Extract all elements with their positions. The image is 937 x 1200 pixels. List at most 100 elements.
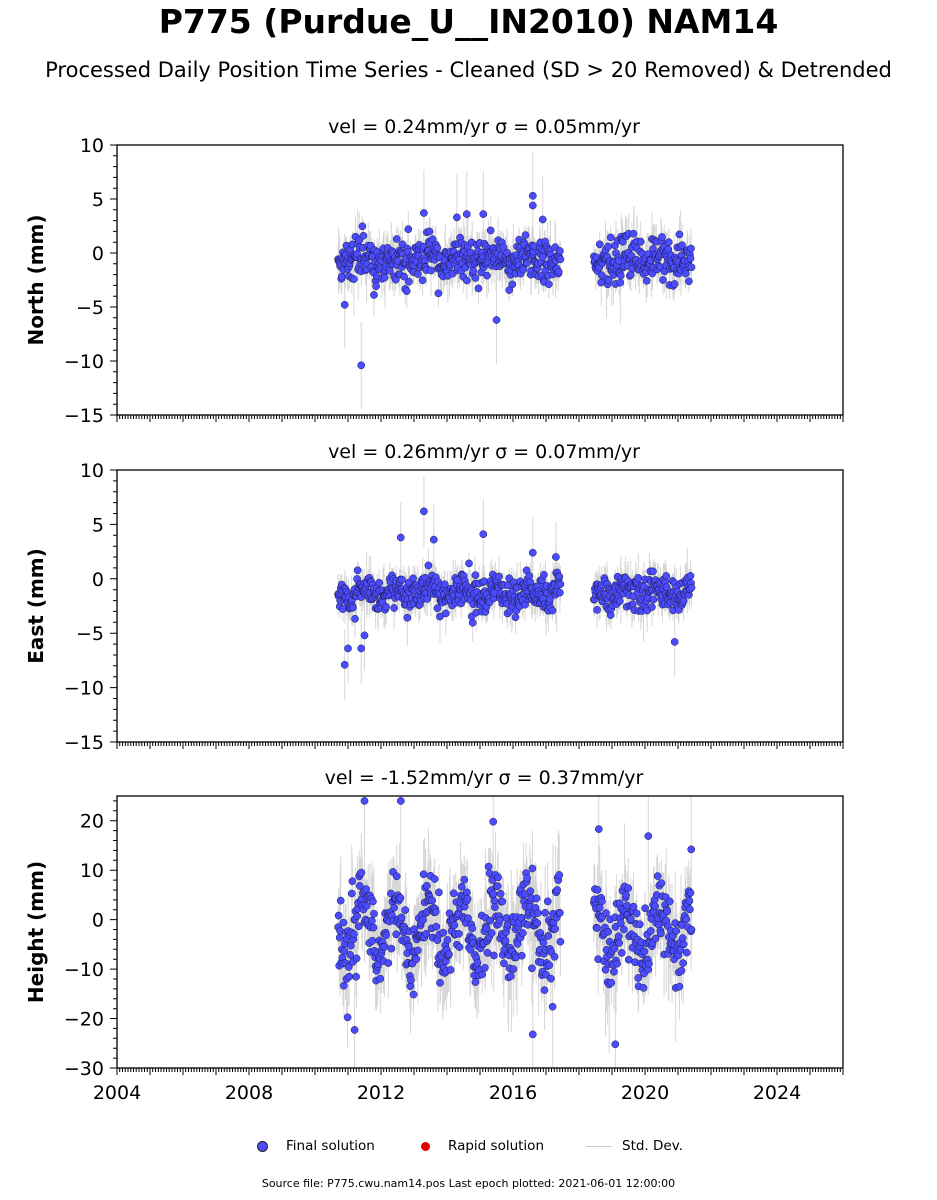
data-point bbox=[350, 930, 358, 938]
data-point bbox=[474, 284, 483, 293]
data-point bbox=[455, 943, 464, 951]
data-point bbox=[337, 272, 346, 281]
data-point bbox=[370, 909, 378, 918]
data-point bbox=[616, 278, 625, 287]
data-point bbox=[380, 273, 389, 282]
data-point bbox=[495, 572, 503, 581]
data-point bbox=[353, 566, 362, 575]
data-point bbox=[409, 574, 417, 583]
data-point bbox=[382, 603, 390, 611]
data-point bbox=[687, 845, 696, 854]
data-point bbox=[500, 959, 508, 968]
data-point bbox=[397, 913, 406, 922]
y-tick-label: 10 bbox=[80, 135, 104, 157]
data-point bbox=[405, 277, 413, 286]
data-point bbox=[413, 270, 422, 278]
data-point bbox=[649, 567, 657, 576]
data-point bbox=[635, 920, 644, 929]
y-tick-label: −10 bbox=[64, 678, 104, 700]
data-point bbox=[687, 244, 695, 253]
data-point bbox=[334, 911, 343, 920]
data-point bbox=[556, 588, 564, 597]
data-point bbox=[523, 259, 531, 267]
data-point bbox=[496, 889, 505, 898]
data-point bbox=[433, 604, 442, 613]
data-point bbox=[543, 897, 552, 906]
data-point bbox=[501, 936, 510, 945]
data-point bbox=[679, 596, 688, 605]
data-point bbox=[544, 280, 553, 289]
data-point bbox=[345, 972, 354, 981]
data-point bbox=[556, 580, 565, 589]
data-point bbox=[662, 583, 671, 591]
data-point bbox=[607, 978, 616, 987]
data-point bbox=[604, 927, 612, 936]
data-point bbox=[613, 959, 621, 968]
data-point bbox=[441, 609, 450, 618]
data-point bbox=[517, 951, 526, 960]
data-point bbox=[436, 612, 444, 621]
data-point bbox=[556, 247, 564, 255]
data-point bbox=[346, 951, 355, 959]
data-point bbox=[593, 924, 601, 932]
data-point bbox=[686, 254, 695, 263]
data-point bbox=[429, 535, 438, 544]
std-dev-bars bbox=[337, 152, 692, 409]
data-point bbox=[547, 974, 555, 983]
data-point bbox=[686, 905, 694, 914]
data-point bbox=[340, 300, 349, 309]
y-tick-label: 0 bbox=[92, 910, 104, 932]
data-points bbox=[334, 796, 696, 1068]
data-point bbox=[462, 210, 471, 218]
data-point bbox=[647, 927, 655, 935]
data-point bbox=[640, 947, 649, 956]
data-point bbox=[602, 909, 610, 917]
data-point bbox=[407, 976, 415, 985]
panel-title: vel = 0.26mm/yr σ = 0.07mm/yr bbox=[328, 441, 640, 463]
y-tick-label: −10 bbox=[64, 351, 104, 373]
data-point bbox=[532, 894, 541, 903]
data-point bbox=[629, 902, 638, 911]
data-point bbox=[659, 276, 667, 284]
data-point bbox=[548, 1002, 557, 1011]
data-point bbox=[375, 578, 384, 587]
data-point bbox=[478, 970, 487, 979]
data-point bbox=[685, 897, 694, 905]
data-point bbox=[595, 240, 604, 249]
data-point bbox=[430, 875, 439, 883]
data-point bbox=[611, 923, 620, 931]
y-axis-label: North (mm) bbox=[24, 214, 48, 345]
final-solution-marker bbox=[257, 1140, 268, 1152]
data-point bbox=[463, 888, 471, 897]
data-point bbox=[595, 903, 604, 912]
data-point bbox=[634, 573, 643, 582]
data-point bbox=[352, 954, 361, 963]
data-point bbox=[481, 963, 489, 972]
data-point bbox=[344, 963, 353, 971]
data-point bbox=[443, 936, 452, 944]
y-tick-label: 0 bbox=[92, 569, 104, 591]
data-point bbox=[555, 572, 564, 581]
data-point bbox=[498, 897, 507, 906]
data-point bbox=[401, 906, 410, 914]
y-tick-label: 5 bbox=[92, 189, 104, 211]
x-tick-label: 2008 bbox=[225, 1082, 273, 1104]
data-point bbox=[360, 797, 369, 805]
data-point bbox=[593, 606, 601, 614]
data-point bbox=[412, 955, 421, 964]
data-point bbox=[528, 191, 537, 200]
data-point bbox=[544, 932, 553, 940]
data-point bbox=[340, 981, 348, 990]
x-tick-label: 2020 bbox=[621, 1082, 669, 1104]
data-point bbox=[642, 276, 651, 285]
data-point bbox=[455, 929, 463, 938]
data-point bbox=[521, 231, 530, 239]
data-point bbox=[368, 916, 376, 925]
data-point bbox=[681, 269, 690, 278]
data-point bbox=[392, 872, 401, 881]
data-point bbox=[350, 275, 358, 283]
data-point bbox=[687, 925, 696, 934]
data-point bbox=[519, 929, 527, 937]
x-tick-label: 2024 bbox=[753, 1082, 801, 1104]
data-point bbox=[622, 891, 630, 899]
